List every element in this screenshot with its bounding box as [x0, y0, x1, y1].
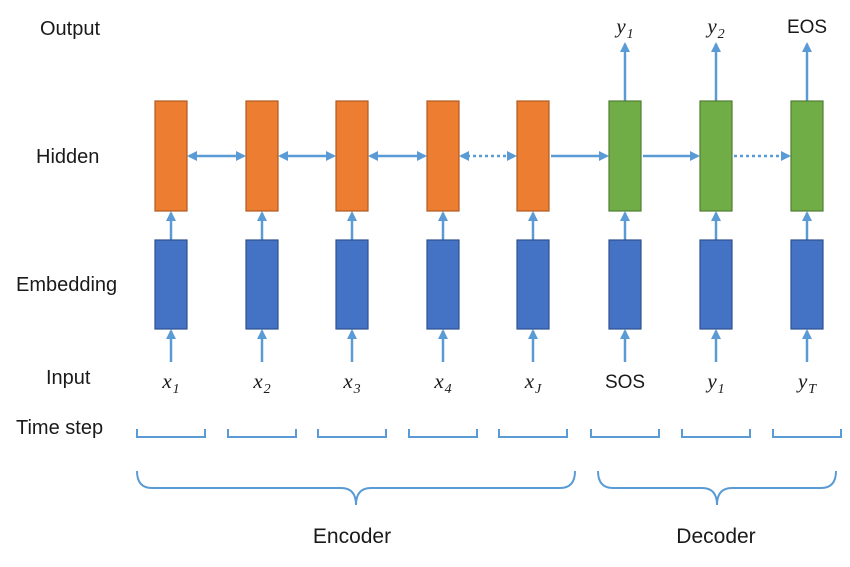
decoder-brace — [597, 470, 837, 506]
input-token-label: x4 — [433, 369, 451, 397]
time-step-bracket — [772, 429, 842, 438]
input-token-label: x2 — [252, 369, 270, 397]
encoder-hidden-cell — [245, 100, 279, 212]
embedding-cell — [790, 239, 824, 330]
row-label-hidden: Hidden — [36, 146, 99, 168]
row-label-time-step: Time step — [16, 417, 103, 439]
boxes-layer — [154, 100, 824, 330]
decoder-label: Decoder — [676, 525, 755, 548]
brackets-layer — [136, 429, 842, 506]
time-step-bracket — [227, 429, 297, 438]
input-token-label: SOS — [605, 372, 645, 393]
embedding-cell — [699, 239, 733, 330]
input-token-label: yT — [796, 369, 817, 397]
input-token-label: x3 — [342, 369, 360, 397]
encoder-hidden-cell — [335, 100, 369, 212]
decoder-hidden-cell — [790, 100, 824, 212]
encoder-hidden-cell — [516, 100, 550, 212]
row-label-embedding: Embedding — [16, 274, 117, 296]
input-token-label: xJ — [524, 369, 542, 397]
embedding-cell — [516, 239, 550, 330]
time-step-bracket — [681, 429, 751, 438]
embedding-cell — [154, 239, 188, 330]
input-token-label: y1 — [705, 369, 724, 397]
encoder-label: Encoder — [313, 525, 391, 548]
embedding-cell — [426, 239, 460, 330]
row-label-input: Input — [46, 367, 91, 389]
output-token-label: EOS — [787, 17, 827, 38]
embedding-cell — [245, 239, 279, 330]
input-token-label: x1 — [161, 369, 179, 397]
encoder-brace — [136, 470, 576, 506]
arrows-layer — [166, 42, 812, 362]
time-step-bracket — [408, 429, 478, 438]
decoder-hidden-cell — [699, 100, 733, 212]
time-step-bracket — [317, 429, 387, 438]
time-step-bracket — [136, 429, 206, 438]
decoder-hidden-cell — [608, 100, 642, 212]
encoder-hidden-cell — [154, 100, 188, 212]
row-label-output: Output — [40, 18, 100, 40]
embedding-cell — [335, 239, 369, 330]
token-labels-layer: x1 x2 x3 x4 xJ SOS y1 yT y1 y2 EOS — [161, 14, 827, 397]
time-step-bracket — [498, 429, 568, 438]
time-step-bracket — [590, 429, 660, 438]
output-token-label: y1 — [614, 14, 633, 42]
embedding-cell — [608, 239, 642, 330]
encoder-hidden-cell — [426, 100, 460, 212]
output-token-label: y2 — [705, 14, 724, 42]
